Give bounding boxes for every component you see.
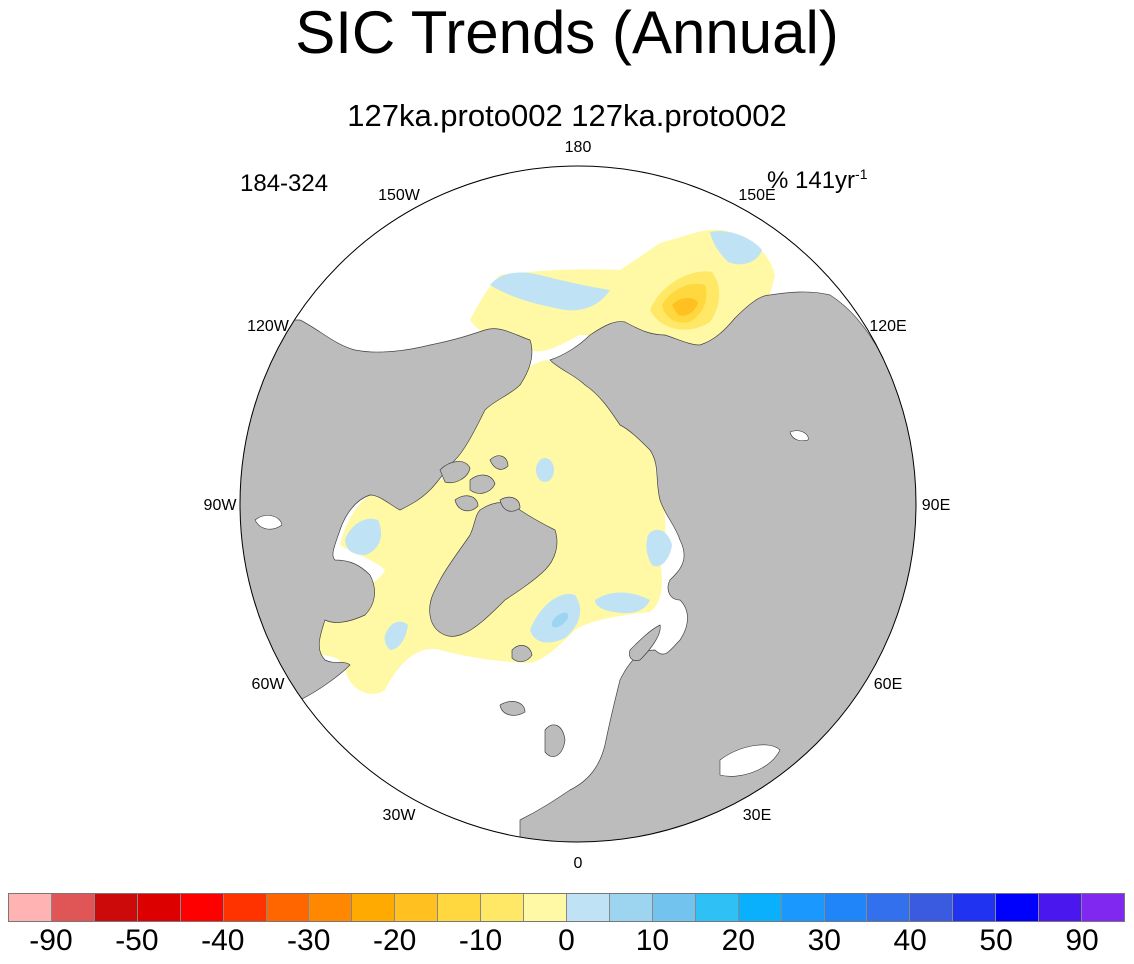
sea-ice-trend-pos-chukchi [490,272,610,311]
colorbar-swatch [695,894,739,921]
colorbar-swatch [781,894,825,921]
lon-label-60e: 60E [874,676,902,693]
lon-label-150e: 150E [738,187,775,204]
colorbar-swatch [996,894,1040,921]
colorbar-label: 0 [558,924,575,957]
colorbar-swatch [9,894,52,921]
lon-label-0: 0 [574,855,583,870]
sea-ice-trend-pos-svalbard [551,612,569,628]
colorbar-label: 40 [893,924,927,957]
colorbar-labels: -90 -50 -40 -30 -20 -10 0 10 20 30 40 50 90 [8,924,1125,964]
lon-label-90w: 90W [204,497,238,514]
land-greenland [429,502,558,637]
colorbar-label: 90 [1065,924,1099,957]
colorbar-swatch [1039,894,1083,921]
polar-map: 180 150E 120E 90E 60E 30E 0 30W 60W 90W 120W 150W [204,139,951,870]
lon-label-120w: 120W [247,318,290,335]
sea-ice-trend-pos-hudson [345,518,382,555]
colorbar-swatch [867,894,911,921]
colorbar-label: 20 [721,924,756,957]
colorbar-label: -20 [372,924,417,957]
land-svalbard [511,645,533,662]
colorbar-swatch [94,894,138,921]
sea-ice-trend-pos-kara [595,592,650,614]
map-border [239,165,917,843]
colorbar-swatch [137,894,181,921]
sea-ice-trend-pos-central [536,458,554,482]
units-label: % 141yr-1 [767,166,868,195]
colorbar-label: -50 [115,924,159,957]
land-novaya-zemlya [629,624,661,661]
colorbar-swatch [223,894,267,921]
colorbar-label: -40 [201,924,245,957]
colorbar-swatch [309,894,353,921]
lake-1 [789,430,809,442]
sea-ice-trend-pos-laptev [646,529,672,567]
colorbar-swatch [953,894,997,921]
colorbar-label: -90 [29,924,73,957]
longitude-labels: 180 150E 120E 90E 60E 30E 0 30W 60W 90W 120W 150W [204,139,951,870]
units-superscript: -1 [855,166,868,182]
colorbar-swatch [266,894,310,921]
period-label: 184-324 [240,170,329,197]
map-contents [240,166,916,842]
colorbar-label: -30 [287,924,331,957]
colorbar-swatch [910,894,954,921]
subtitle: 127ka.proto002 127ka.proto002 [347,98,787,133]
colorbar [8,893,1125,922]
sea-ice-trend-pos-east-siberian [710,231,762,265]
lon-label-120e: 120E [869,318,906,335]
land-archipelago-4 [489,455,509,470]
land-archipelago-1 [439,461,471,484]
land-archipelago-3 [454,495,479,512]
colorbar-swatch [395,894,439,921]
colorbar-swatch [566,894,610,921]
lake-3 [719,744,781,777]
lon-label-30e: 30E [743,807,771,824]
colorbar-swatch [438,894,482,921]
colorbar-swatch [824,894,868,921]
land-archipelago-5 [499,496,521,512]
lon-label-30w: 30W [383,807,417,824]
colorbar-swatch [1082,894,1124,921]
colorbar-label: 30 [807,924,841,957]
colorbar-swatch [652,894,696,921]
land-archipelago-2 [469,474,496,494]
lake-2 [254,515,283,530]
lon-label-180: 180 [565,139,592,156]
land-british-isles [544,724,566,757]
units-text: % 141yr [767,167,856,194]
colorbar-label: -10 [458,924,503,957]
page-title: SIC Trends (Annual) [295,0,839,66]
colorbar-swatch [352,894,396,921]
colorbar-swatch [481,894,525,921]
colorbar-label: 50 [979,924,1013,957]
colorbar-label: 10 [635,924,670,957]
colorbar-swatch [609,894,653,921]
lon-label-60w: 60W [252,676,286,693]
colorbar-swatch [524,894,567,921]
sea-ice-trend-pos-labrador [384,621,408,650]
lon-label-90e: 90E [922,497,950,514]
land-iceland [499,701,526,716]
lon-label-150w: 150W [378,187,421,204]
land-north-america [240,319,533,703]
colorbar-swatch [738,894,782,921]
sea-ice-trend-neg-strong [672,298,698,316]
colorbar-swatch [51,894,95,921]
colorbar-swatch [180,894,224,921]
